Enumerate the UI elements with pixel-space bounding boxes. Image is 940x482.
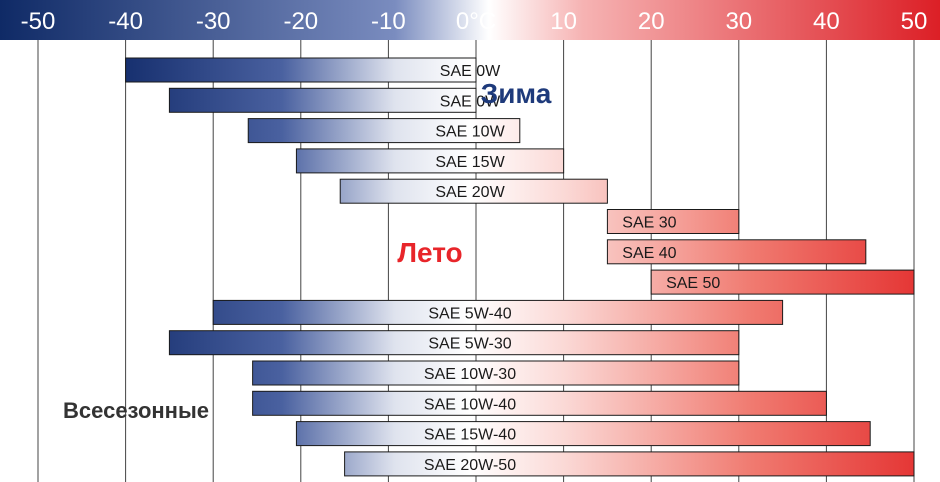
bars xyxy=(125,57,915,477)
bar xyxy=(295,148,565,174)
bar-label: SAE 10W-40 xyxy=(424,396,516,413)
bar xyxy=(125,57,477,83)
bar-label: SAE 0W xyxy=(440,63,501,80)
x-tick-label: -50 xyxy=(21,8,56,35)
bar-label: SAE 40 xyxy=(622,245,676,262)
bar xyxy=(606,209,740,234)
bar-label: SAE 30 xyxy=(622,215,676,232)
bar-label: SAE 20W xyxy=(435,184,505,201)
x-tick-label: 20 xyxy=(638,8,665,35)
x-tick-label: 50 xyxy=(901,8,928,35)
bar xyxy=(339,178,608,204)
bar-label: SAE 20W-50 xyxy=(424,457,516,474)
x-tick-label: 40 xyxy=(813,8,840,35)
x-tick-label: 10 xyxy=(550,8,577,35)
group-label-winter: Зима xyxy=(481,78,552,109)
x-tick-label: -30 xyxy=(196,8,231,35)
bar xyxy=(650,269,915,295)
bar xyxy=(606,239,867,265)
x-tick-label: 30 xyxy=(725,8,752,35)
bar xyxy=(168,87,477,113)
x-tick-label: 0°C xyxy=(456,8,496,35)
bar-labels: SAE 0W SAE 0W SAE 10W SAE 15W SAE 20W SAE 30 S… xyxy=(424,63,721,474)
bar xyxy=(344,451,915,477)
x-tick-label: -40 xyxy=(108,8,143,35)
group-label-summer: Лето xyxy=(397,237,462,268)
bar xyxy=(252,390,827,416)
bar xyxy=(252,360,740,386)
bar-label: SAE 10W xyxy=(435,124,505,141)
bar xyxy=(168,330,740,356)
bar-label: SAE 5W-40 xyxy=(428,305,511,322)
temperature-axis: -50 -40 -30 -20 -10 0°C 10 20 30 40 50 xyxy=(21,8,928,35)
bar-label: SAE 0W xyxy=(440,93,501,110)
x-tick-label: -20 xyxy=(283,8,318,35)
bar-label: SAE 5W-30 xyxy=(428,336,511,353)
x-tick-label: -10 xyxy=(371,8,406,35)
temperature-scale-band xyxy=(0,0,940,40)
bar xyxy=(247,118,521,144)
bar-label: SAE 15W-40 xyxy=(424,427,516,444)
group-label-all-season: Всесезонные xyxy=(63,398,209,423)
bar-label: SAE 10W-30 xyxy=(424,366,516,383)
bar xyxy=(212,299,784,325)
bar-label: SAE 15W xyxy=(435,154,505,171)
bar xyxy=(295,421,871,447)
bar-label: SAE 50 xyxy=(666,275,720,292)
